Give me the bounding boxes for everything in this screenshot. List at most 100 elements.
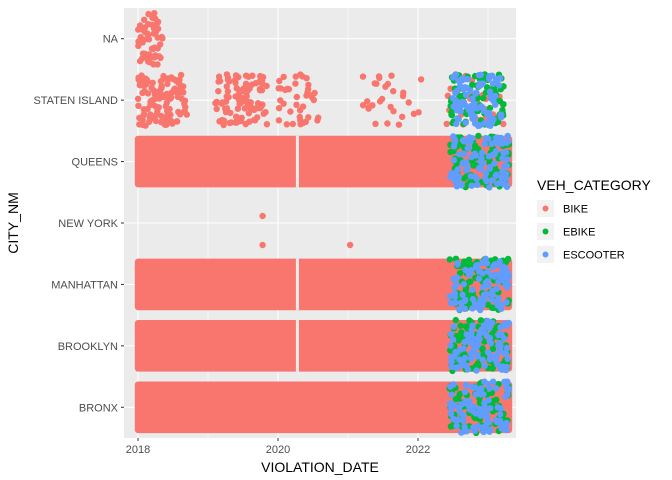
point-escooter <box>450 156 458 164</box>
point-escooter <box>483 177 490 185</box>
point-bike <box>167 75 174 82</box>
point-escooter <box>486 325 493 332</box>
point-escooter <box>462 381 470 389</box>
point-bike <box>384 80 392 88</box>
point-band-bike <box>134 320 513 372</box>
point-escooter <box>503 170 510 178</box>
point-bike <box>138 72 145 79</box>
point-bike <box>181 100 188 108</box>
point-escooter <box>475 275 483 282</box>
point-escooter <box>491 139 499 146</box>
point-bike <box>150 30 158 37</box>
point-ebike <box>467 278 474 285</box>
point-bike <box>359 102 367 109</box>
point-escooter <box>493 418 501 426</box>
point-bike <box>222 98 230 105</box>
point-escooter <box>458 75 465 83</box>
point-escooter <box>497 134 505 142</box>
point-escooter <box>478 326 485 333</box>
point-escooter <box>477 82 484 89</box>
point-escooter <box>451 290 458 297</box>
point-escooter <box>451 139 458 146</box>
point-escooter <box>461 388 469 396</box>
point-bike <box>224 76 232 84</box>
point-escooter <box>476 405 483 413</box>
point-bike <box>178 95 185 103</box>
point-escooter <box>486 356 494 363</box>
point-escooter <box>462 91 470 99</box>
point-bike <box>135 42 142 50</box>
point-escooter <box>479 356 486 363</box>
y-tick-label: NEW YORK <box>58 218 118 230</box>
point-bike <box>384 120 391 127</box>
point-escooter <box>479 160 486 167</box>
point-escooter <box>468 355 475 362</box>
point-bike <box>250 116 258 124</box>
point-escooter <box>449 74 457 81</box>
point-escooter <box>502 350 510 357</box>
point-escooter <box>486 184 493 191</box>
point-escooter <box>501 378 508 385</box>
point-bike <box>399 92 407 100</box>
point-escooter <box>479 104 486 111</box>
point-bike <box>164 80 171 88</box>
point-bike <box>220 121 227 129</box>
point-bike <box>167 117 174 124</box>
legend-entries: BIKE EBIKE ESCOOTER <box>537 200 625 263</box>
point-bike <box>263 121 271 128</box>
point-escooter <box>461 354 469 362</box>
point-escooter <box>493 171 500 178</box>
point-bike <box>140 112 147 119</box>
point-ebike <box>461 261 469 269</box>
point-escooter <box>481 296 488 304</box>
point-bike <box>152 103 159 110</box>
point-ebike <box>447 148 454 156</box>
point-ebike <box>448 111 456 119</box>
point-escooter <box>504 132 511 140</box>
point-escooter <box>504 284 511 291</box>
point-bike <box>276 77 283 85</box>
point-bike <box>154 34 161 41</box>
point-escooter <box>480 428 487 436</box>
point-bike <box>223 83 230 90</box>
point-escooter <box>460 417 467 424</box>
point-escooter <box>504 355 511 363</box>
point-escooter <box>447 342 454 349</box>
point-bike <box>302 118 309 126</box>
point-escooter <box>475 333 482 341</box>
point-escooter <box>478 149 486 156</box>
point-escooter <box>503 299 510 306</box>
point-escooter <box>483 110 491 118</box>
band-gap <box>295 258 299 311</box>
point-bike <box>145 21 152 28</box>
point-bike <box>245 73 252 80</box>
point-escooter <box>477 71 484 79</box>
point-bike <box>259 212 266 220</box>
data-points <box>134 10 513 437</box>
point-escooter <box>469 115 476 122</box>
point-escooter <box>457 346 464 353</box>
point-bike <box>151 24 158 32</box>
point-escooter <box>473 105 481 112</box>
band-gap <box>295 135 299 188</box>
point-bike <box>159 35 166 42</box>
point-escooter <box>453 422 460 430</box>
point-bike <box>152 52 159 59</box>
point-escooter <box>455 173 463 180</box>
point-bike <box>371 80 378 87</box>
point-bike <box>156 95 163 102</box>
point-escooter <box>498 174 505 181</box>
point-escooter <box>474 353 481 360</box>
point-ebike <box>493 396 500 403</box>
point-bike <box>145 10 152 18</box>
point-ebike <box>469 81 476 88</box>
legend-swatch-ebike <box>542 228 549 235</box>
point-escooter <box>490 378 497 385</box>
point-escooter <box>493 180 501 188</box>
point-escooter <box>482 331 490 338</box>
point-band-bike <box>134 381 513 434</box>
point-bike <box>136 82 143 89</box>
point-escooter <box>469 407 477 415</box>
y-tick-label: BRONX <box>79 402 119 414</box>
